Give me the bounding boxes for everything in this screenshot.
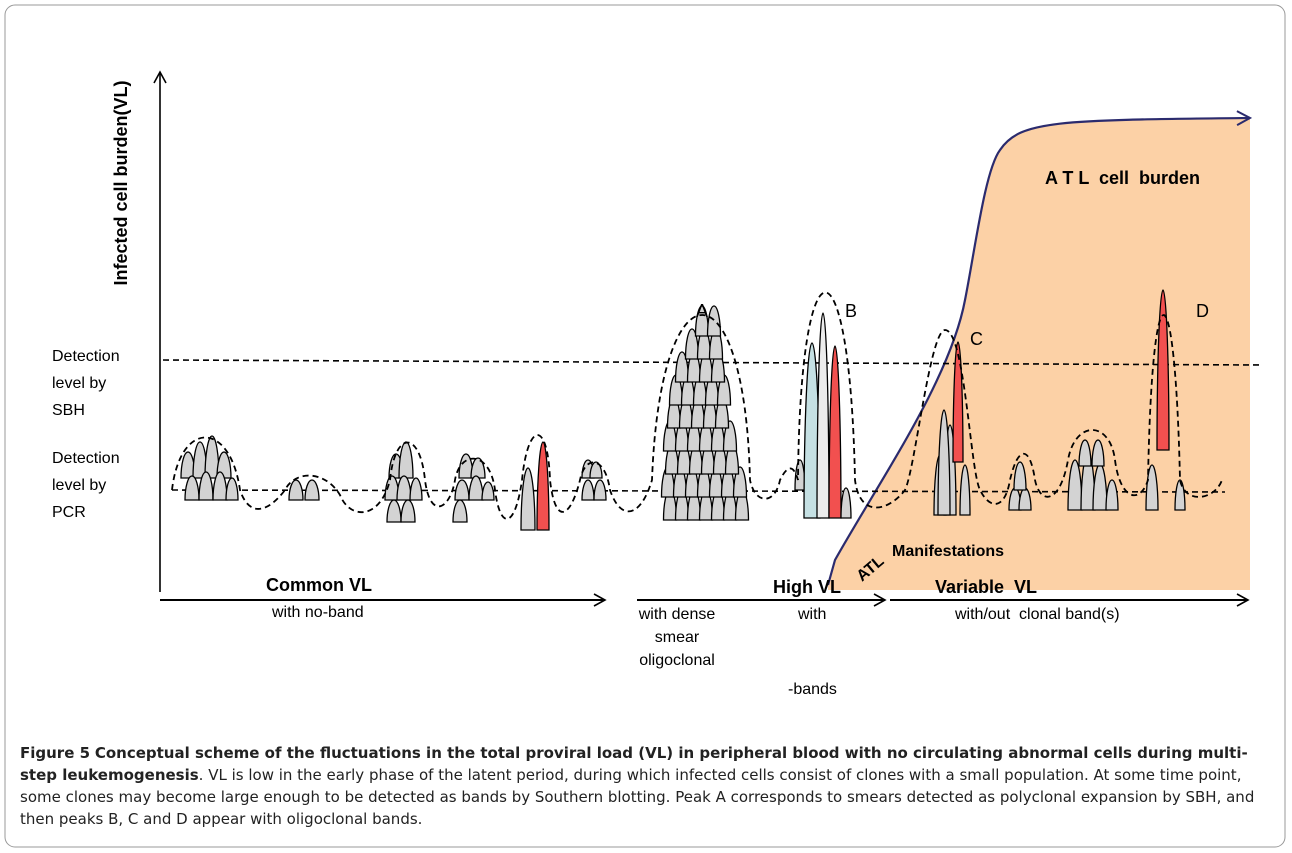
clone-spike [536, 441, 550, 531]
phase-note: with [797, 606, 826, 623]
clone-spike [454, 479, 470, 501]
smear-note: with dense [638, 606, 716, 623]
clone-spike [225, 477, 239, 501]
clone-spike [1013, 461, 1027, 491]
vl-envelope [171, 291, 1223, 520]
clone-spike [396, 475, 412, 501]
manifestations: Manifestations [892, 543, 1004, 560]
clone-spike [398, 441, 414, 479]
clone-spike [386, 499, 402, 523]
detection-label: PCR [52, 504, 86, 521]
clone-spike [589, 461, 603, 479]
clone-spike [400, 499, 416, 523]
atl-area [828, 118, 1250, 590]
clone-spike [816, 312, 830, 519]
caption: Figure 5 Conceptual scheme of the fluctu… [20, 742, 1272, 830]
detection-label: Detection [52, 450, 120, 467]
peak-label: A [696, 301, 708, 321]
phase-note: with/out clonal band(s) [954, 606, 1120, 623]
phase-note: with no-band [271, 604, 364, 621]
clone-spike [593, 479, 607, 501]
clone-spike [184, 475, 200, 501]
clone-spike [937, 409, 951, 516]
clone-spike [468, 475, 484, 501]
phase-note: -bands [788, 681, 837, 698]
y-axis-label: Infected cell burden(VL) [111, 80, 131, 285]
phase-title: High VL [773, 577, 841, 597]
clones [180, 289, 1186, 531]
clone-spike [452, 499, 468, 523]
peak-label: B [845, 301, 857, 321]
clone-spike [1145, 464, 1159, 511]
phase-title: Common VL [266, 575, 372, 595]
caption-label: Figure 5 [20, 744, 91, 762]
clone-spike [520, 467, 536, 531]
clone-spike [1105, 479, 1119, 511]
detection-label: level by [52, 375, 106, 392]
clone-spike [481, 481, 495, 501]
clone-spike [952, 341, 964, 463]
caption-title: Conceptual scheme of the fluctuations in… [20, 744, 1248, 784]
clone-spike [840, 487, 852, 519]
caption-text: . VL is low in the early phase of the la… [20, 766, 1255, 828]
phase-title: Variable VL [935, 577, 1037, 597]
detection-label: level by [52, 477, 106, 494]
detection-label: SBH [52, 402, 85, 419]
frame [4, 4, 1286, 848]
clone-spike [304, 479, 320, 501]
clone-spike [1078, 439, 1092, 467]
pcr-level [171, 489, 1226, 493]
clone-spike [1156, 289, 1170, 451]
clone-spike [288, 479, 304, 501]
clone-spike [959, 464, 971, 516]
smear-note: oligoclonal [639, 652, 715, 669]
clone-spike [828, 345, 842, 519]
peak-label: C [970, 329, 983, 349]
detection-label: Detection [52, 348, 120, 365]
smear-note: smear [655, 629, 700, 646]
clone-spike [409, 477, 423, 501]
clone-spike [1091, 439, 1105, 467]
sbh-level [162, 359, 1263, 366]
atl-burden-label: A T L cell burden [1045, 168, 1200, 188]
peak-label: D [1196, 301, 1209, 321]
clone-spike [470, 457, 486, 479]
clone-spike [581, 479, 595, 501]
atl-curve [826, 118, 1250, 586]
